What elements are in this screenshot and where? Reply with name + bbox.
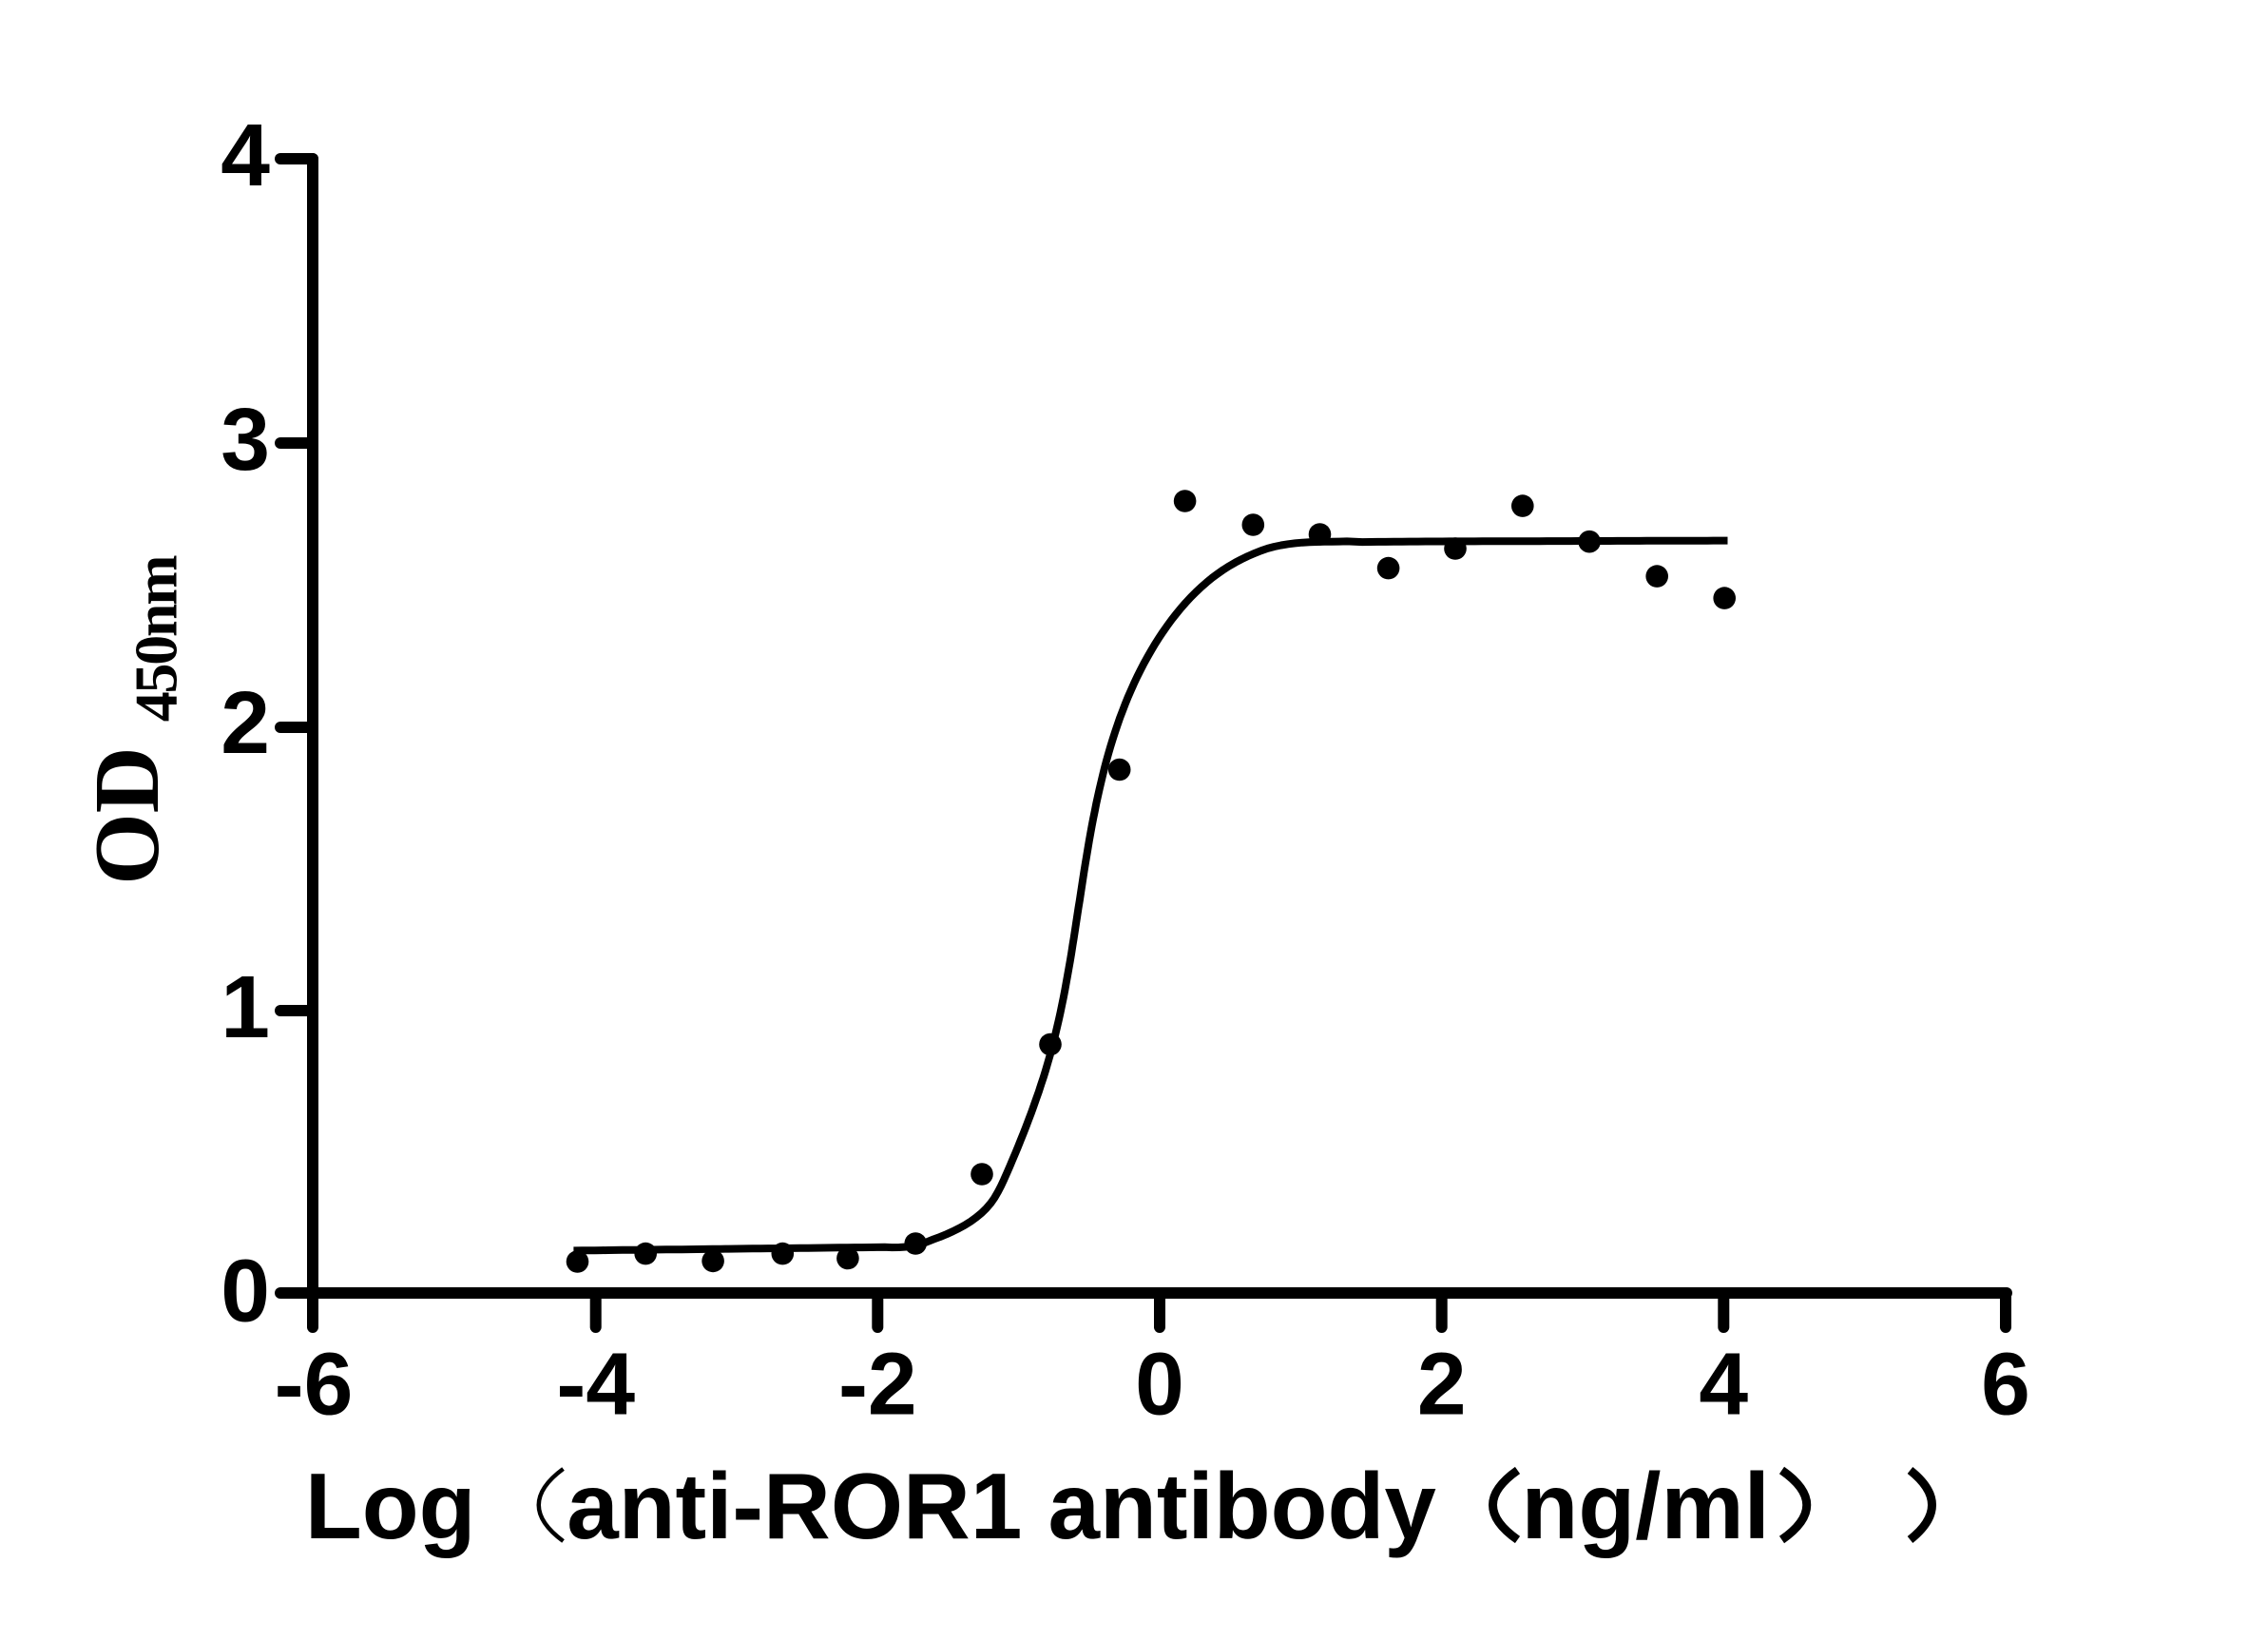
- svg-text:0: 0: [1135, 1335, 1184, 1434]
- svg-text:anti-ROR1 antibody: anti-ROR1 antibody: [567, 1454, 1436, 1558]
- svg-text:3: 3: [221, 390, 270, 489]
- svg-text:4: 4: [1699, 1335, 1748, 1434]
- svg-text:2: 2: [1417, 1335, 1467, 1434]
- svg-text:2: 2: [221, 673, 270, 772]
- svg-text:OD: OD: [76, 746, 178, 885]
- svg-text:ng/ml: ng/ml: [1522, 1454, 1770, 1558]
- svg-text:6: 6: [1981, 1335, 2030, 1434]
- svg-text:0: 0: [221, 1242, 270, 1341]
- svg-text:4: 4: [221, 106, 270, 204]
- svg-text:-2: -2: [838, 1335, 917, 1434]
- svg-text:-4: -4: [556, 1335, 635, 1434]
- svg-text:1: 1: [221, 957, 270, 1056]
- svg-text:Log: Log: [305, 1454, 476, 1558]
- svg-text:-6: -6: [275, 1335, 354, 1434]
- svg-text:450nm: 450nm: [123, 555, 190, 722]
